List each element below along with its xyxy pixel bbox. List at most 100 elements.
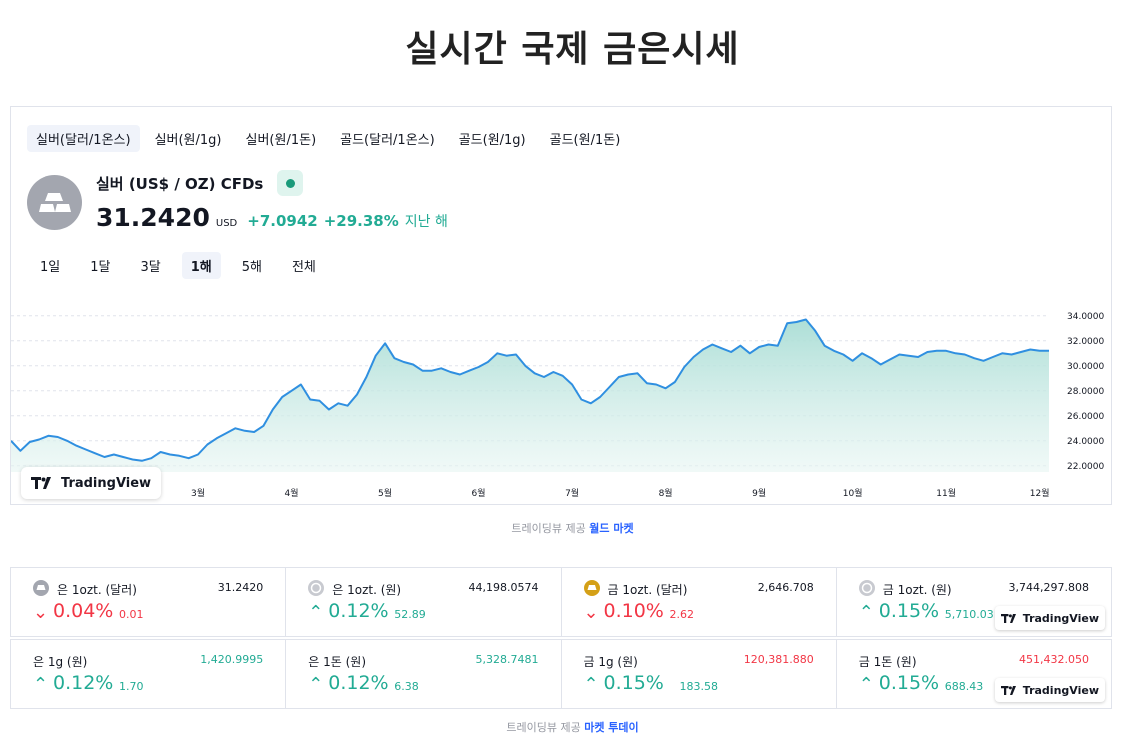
- ticker-label: 은 1ozt. (원): [332, 583, 402, 597]
- price-change: +7.0942: [247, 212, 318, 230]
- tab-silver-krw-don[interactable]: 실버(원/1돈): [245, 133, 317, 148]
- y-tick-label: 22.0000: [1067, 462, 1104, 472]
- ticker-value: 3,744,297.808: [1008, 581, 1089, 594]
- ticker-value: 31.2420: [217, 581, 264, 594]
- ticker-label: 금 1ozt. (원): [882, 583, 952, 597]
- x-tick-label: 9월: [752, 487, 766, 499]
- x-tick-label: 6월: [472, 487, 486, 499]
- symbol-tabs: 실버(달러/1온스) 실버(원/1g) 실버(원/1돈) 골드(달러/1온스) …: [27, 125, 629, 152]
- tradingview-logo-icon: [1000, 613, 1016, 623]
- tab-silver-krw-g[interactable]: 실버(원/1g): [154, 133, 222, 148]
- ticker-item[interactable]: 금 1g (원) 120,381.880 ⌃ 0.15% 183.58: [562, 640, 837, 708]
- ticker-item[interactable]: 은 1ozt. (달러) 31.2420 ⌄ 0.04% 0.01: [11, 568, 287, 636]
- tab-silver-usd-oz[interactable]: 실버(달러/1온스): [27, 125, 140, 152]
- price-row: 31.2420 USD +7.0942 +29.38% 지난 해: [96, 203, 448, 232]
- price-chart[interactable]: 34.0000 32.0000 30.0000 28.0000 26.0000 24.00…: [11, 287, 1111, 502]
- x-tick-label: 12월: [1030, 487, 1050, 499]
- tradingview-logo-icon: [1000, 685, 1016, 695]
- ticker-change-percent: 0.15%: [878, 600, 940, 622]
- price-change-percent: +29.38%: [323, 212, 399, 230]
- range-all[interactable]: 전체: [291, 260, 316, 275]
- change-period: 지난 해: [404, 214, 448, 230]
- range-1y[interactable]: 1해: [181, 252, 221, 279]
- range-3m[interactable]: 3달: [140, 260, 161, 275]
- ticker-item[interactable]: 금 1돈 (원) 451,432.050 ⌃ 0.15% 688.43 Trad…: [837, 640, 1111, 708]
- ticker-change-percent: 0.12%: [328, 600, 389, 622]
- y-tick-label: 34.0000: [1067, 312, 1104, 322]
- y-tick-label: 30.0000: [1067, 362, 1104, 372]
- ticker-tape-row-2: 은 1g (원) 1,420.9995 ⌃ 0.12% 1.70 은 1돈 (원…: [10, 639, 1112, 709]
- tradingview-logo-badge[interactable]: TradingView: [21, 467, 162, 499]
- x-tick-label: 8월: [659, 487, 673, 499]
- x-tick-label: 7월: [565, 487, 579, 499]
- ticker-value: 5,328.7481: [475, 653, 539, 666]
- ticker-item[interactable]: 은 1돈 (원) 5,328.7481 ⌃ 0.12% 6.38: [286, 640, 562, 708]
- ticker-label: 은 1ozt. (달러): [57, 583, 137, 597]
- range-5y[interactable]: 5해: [241, 260, 262, 275]
- ticker-label: 금 1돈 (원): [858, 655, 917, 669]
- range-1m[interactable]: 1달: [90, 260, 111, 275]
- ticker-label: 은 1g (원): [33, 655, 88, 669]
- ticker-item[interactable]: 은 1g (원) 1,420.9995 ⌃ 0.12% 1.70: [11, 640, 287, 708]
- series-line: [11, 318, 1049, 462]
- ticker-change: 688.43: [944, 680, 984, 693]
- chevron-up-icon: ⌃: [308, 674, 324, 695]
- credit-world-market: 트레이딩뷰 제공 월드 마켓: [0, 520, 1145, 536]
- ticker-change: 1.70: [119, 680, 144, 693]
- gold-bar-icon: [583, 580, 600, 596]
- ticker-item[interactable]: 금 1ozt. (원) 3,744,297.808 ⌃ 0.15% 5,710.…: [837, 568, 1111, 636]
- tab-gold-krw-don[interactable]: 골드(원/1돈): [549, 133, 621, 148]
- ticker-value: 2,646.708: [757, 581, 814, 594]
- x-tick-label: 10월: [843, 487, 863, 499]
- ticker-tape-row-1: 은 1ozt. (달러) 31.2420 ⌄ 0.04% 0.01 은 1ozt…: [10, 567, 1112, 637]
- tradingview-logo-badge[interactable]: TradingView: [994, 678, 1105, 702]
- date-range-selector: 1일 1달 3달 1해 5해 전체: [31, 252, 325, 279]
- chevron-up-icon: ⌃: [583, 674, 599, 695]
- tradingview-logo-badge[interactable]: TradingView: [994, 606, 1105, 630]
- chevron-up-icon: ⌃: [858, 674, 874, 695]
- ticker-change-percent: 0.12%: [53, 672, 114, 694]
- chevron-up-icon: ⌃: [308, 602, 324, 623]
- ticker-change-percent: 0.10%: [603, 600, 664, 622]
- y-tick-label: 24.0000: [1067, 437, 1104, 447]
- symbol-overview-widget: 실버(달러/1온스) 실버(원/1g) 실버(원/1돈) 골드(달러/1온스) …: [10, 106, 1112, 505]
- chevron-down-icon: ⌄: [33, 602, 49, 623]
- silver-coin-icon: [308, 580, 325, 596]
- x-tick-label: 4월: [285, 487, 299, 499]
- ticker-item[interactable]: 금 1ozt. (달러) 2,646.708 ⌄ 0.10% 2.62: [562, 568, 837, 636]
- ticker-value: 44,198.0574: [468, 581, 539, 594]
- tab-gold-krw-g[interactable]: 골드(원/1g): [458, 133, 526, 148]
- ticker-change: 0.01: [119, 608, 144, 621]
- y-tick-label: 32.0000: [1067, 337, 1104, 347]
- ticker-change: 2.62: [669, 608, 695, 621]
- ticker-change: 183.58: [679, 680, 719, 693]
- tradingview-label: TradingView: [61, 475, 152, 491]
- tradingview-label: TradingView: [1022, 611, 1099, 625]
- gold-coin-icon: [858, 580, 875, 596]
- ticker-change-percent: 0.15%: [878, 672, 940, 694]
- ticker-value: 120,381.880: [743, 653, 814, 666]
- tab-gold-usd-oz[interactable]: 골드(달러/1온스): [340, 133, 435, 148]
- market-status-badge[interactable]: [277, 170, 303, 196]
- ticker-label: 금 1g (원): [583, 655, 638, 669]
- world-market-link[interactable]: 월드 마켓: [589, 522, 634, 535]
- x-tick-label: 5월: [378, 487, 392, 499]
- silver-bars-icon: [27, 175, 82, 230]
- ticker-change: 5,710.03: [944, 608, 994, 621]
- ticker-change-percent: 0.04%: [53, 600, 114, 622]
- credit-prefix: 트레이딩뷰 제공: [511, 522, 586, 535]
- series-area: [11, 319, 1049, 472]
- market-today-link[interactable]: 마켓 투데이: [584, 721, 639, 734]
- ticker-change-percent: 0.15%: [603, 672, 664, 694]
- x-tick-label: 11월: [936, 487, 956, 499]
- ticker-value: 1,420.9995: [200, 653, 264, 666]
- y-tick-label: 28.0000: [1067, 387, 1104, 397]
- ticker-item[interactable]: 은 1ozt. (원) 44,198.0574 ⌃ 0.12% 52.89: [286, 568, 562, 636]
- page-title: 실시간 국제 금은시세: [405, 29, 740, 70]
- ticker-value: 451,432.050: [1019, 653, 1089, 666]
- market-open-dot-icon: [285, 178, 295, 188]
- ticker-change: 6.38: [394, 680, 419, 693]
- range-1d[interactable]: 1일: [40, 260, 61, 275]
- last-price: 31.2420: [96, 203, 210, 232]
- symbol-name: 실버 (US$ / OZ) CFDs: [96, 175, 264, 193]
